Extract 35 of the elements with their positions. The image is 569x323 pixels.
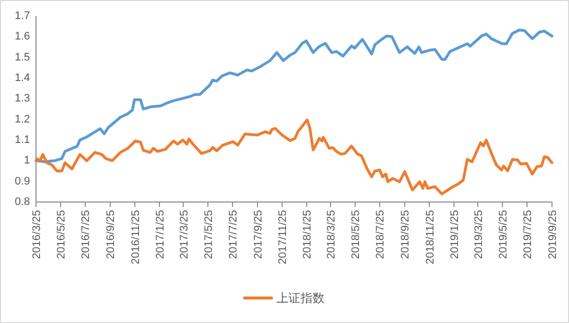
x-tick-label: 2016/9/25: [105, 210, 118, 259]
x-tick-label: 2018/1/25: [302, 210, 314, 259]
x-tick-label: 2017/11/25: [277, 210, 290, 264]
y-tick-label: 1: [24, 154, 30, 167]
y-tick-label: 1.3: [14, 92, 30, 105]
x-tick-label: 2018/7/25: [374, 210, 387, 259]
x-tick-label: 2017/7/25: [227, 210, 240, 259]
y-tick-label: 0.8: [14, 196, 30, 208]
x-tick-label: 2016/11/25: [130, 210, 142, 264]
y-tick-label: 1.6: [14, 30, 30, 43]
y-tick-label: 1.1: [14, 134, 30, 146]
x-tick-label: 2016/5/25: [56, 210, 68, 259]
y-tick-label: 1.2: [14, 113, 30, 126]
x-tick-label: 2017/9/25: [252, 210, 264, 259]
y-tick-label: 0.9: [14, 175, 30, 188]
x-tick-label: 2018/11/25: [424, 210, 436, 264]
x-tick-label: 2016/3/25: [31, 210, 43, 259]
x-tick-label: 2019/9/25: [547, 210, 559, 259]
x-tick-label: 2018/3/25: [326, 210, 338, 259]
y-tick-label: 1.7: [14, 10, 30, 22]
y-tick-label: 1.5: [14, 51, 30, 64]
x-tick-label: 2017/3/25: [178, 210, 190, 259]
x-tick-label: 2019/1/25: [448, 210, 461, 259]
legend-label: 上证指数: [276, 291, 324, 305]
x-tick-label: 2018/9/25: [400, 210, 412, 259]
x-tick-label: 2019/5/25: [497, 210, 510, 259]
x-tick-label: 2017/1/25: [154, 210, 166, 259]
line-series: [34, 118, 554, 196]
x-tick-label: 2019/7/25: [522, 210, 534, 259]
x-tick-label: 2017/5/25: [202, 210, 215, 259]
x-tick-label: 2018/5/25: [350, 210, 362, 259]
line-series: [34, 28, 554, 164]
x-tick-label: 2016/7/25: [80, 210, 92, 259]
x-tick-label: 2019/3/25: [472, 210, 485, 259]
y-tick-label: 1.4: [14, 72, 30, 84]
